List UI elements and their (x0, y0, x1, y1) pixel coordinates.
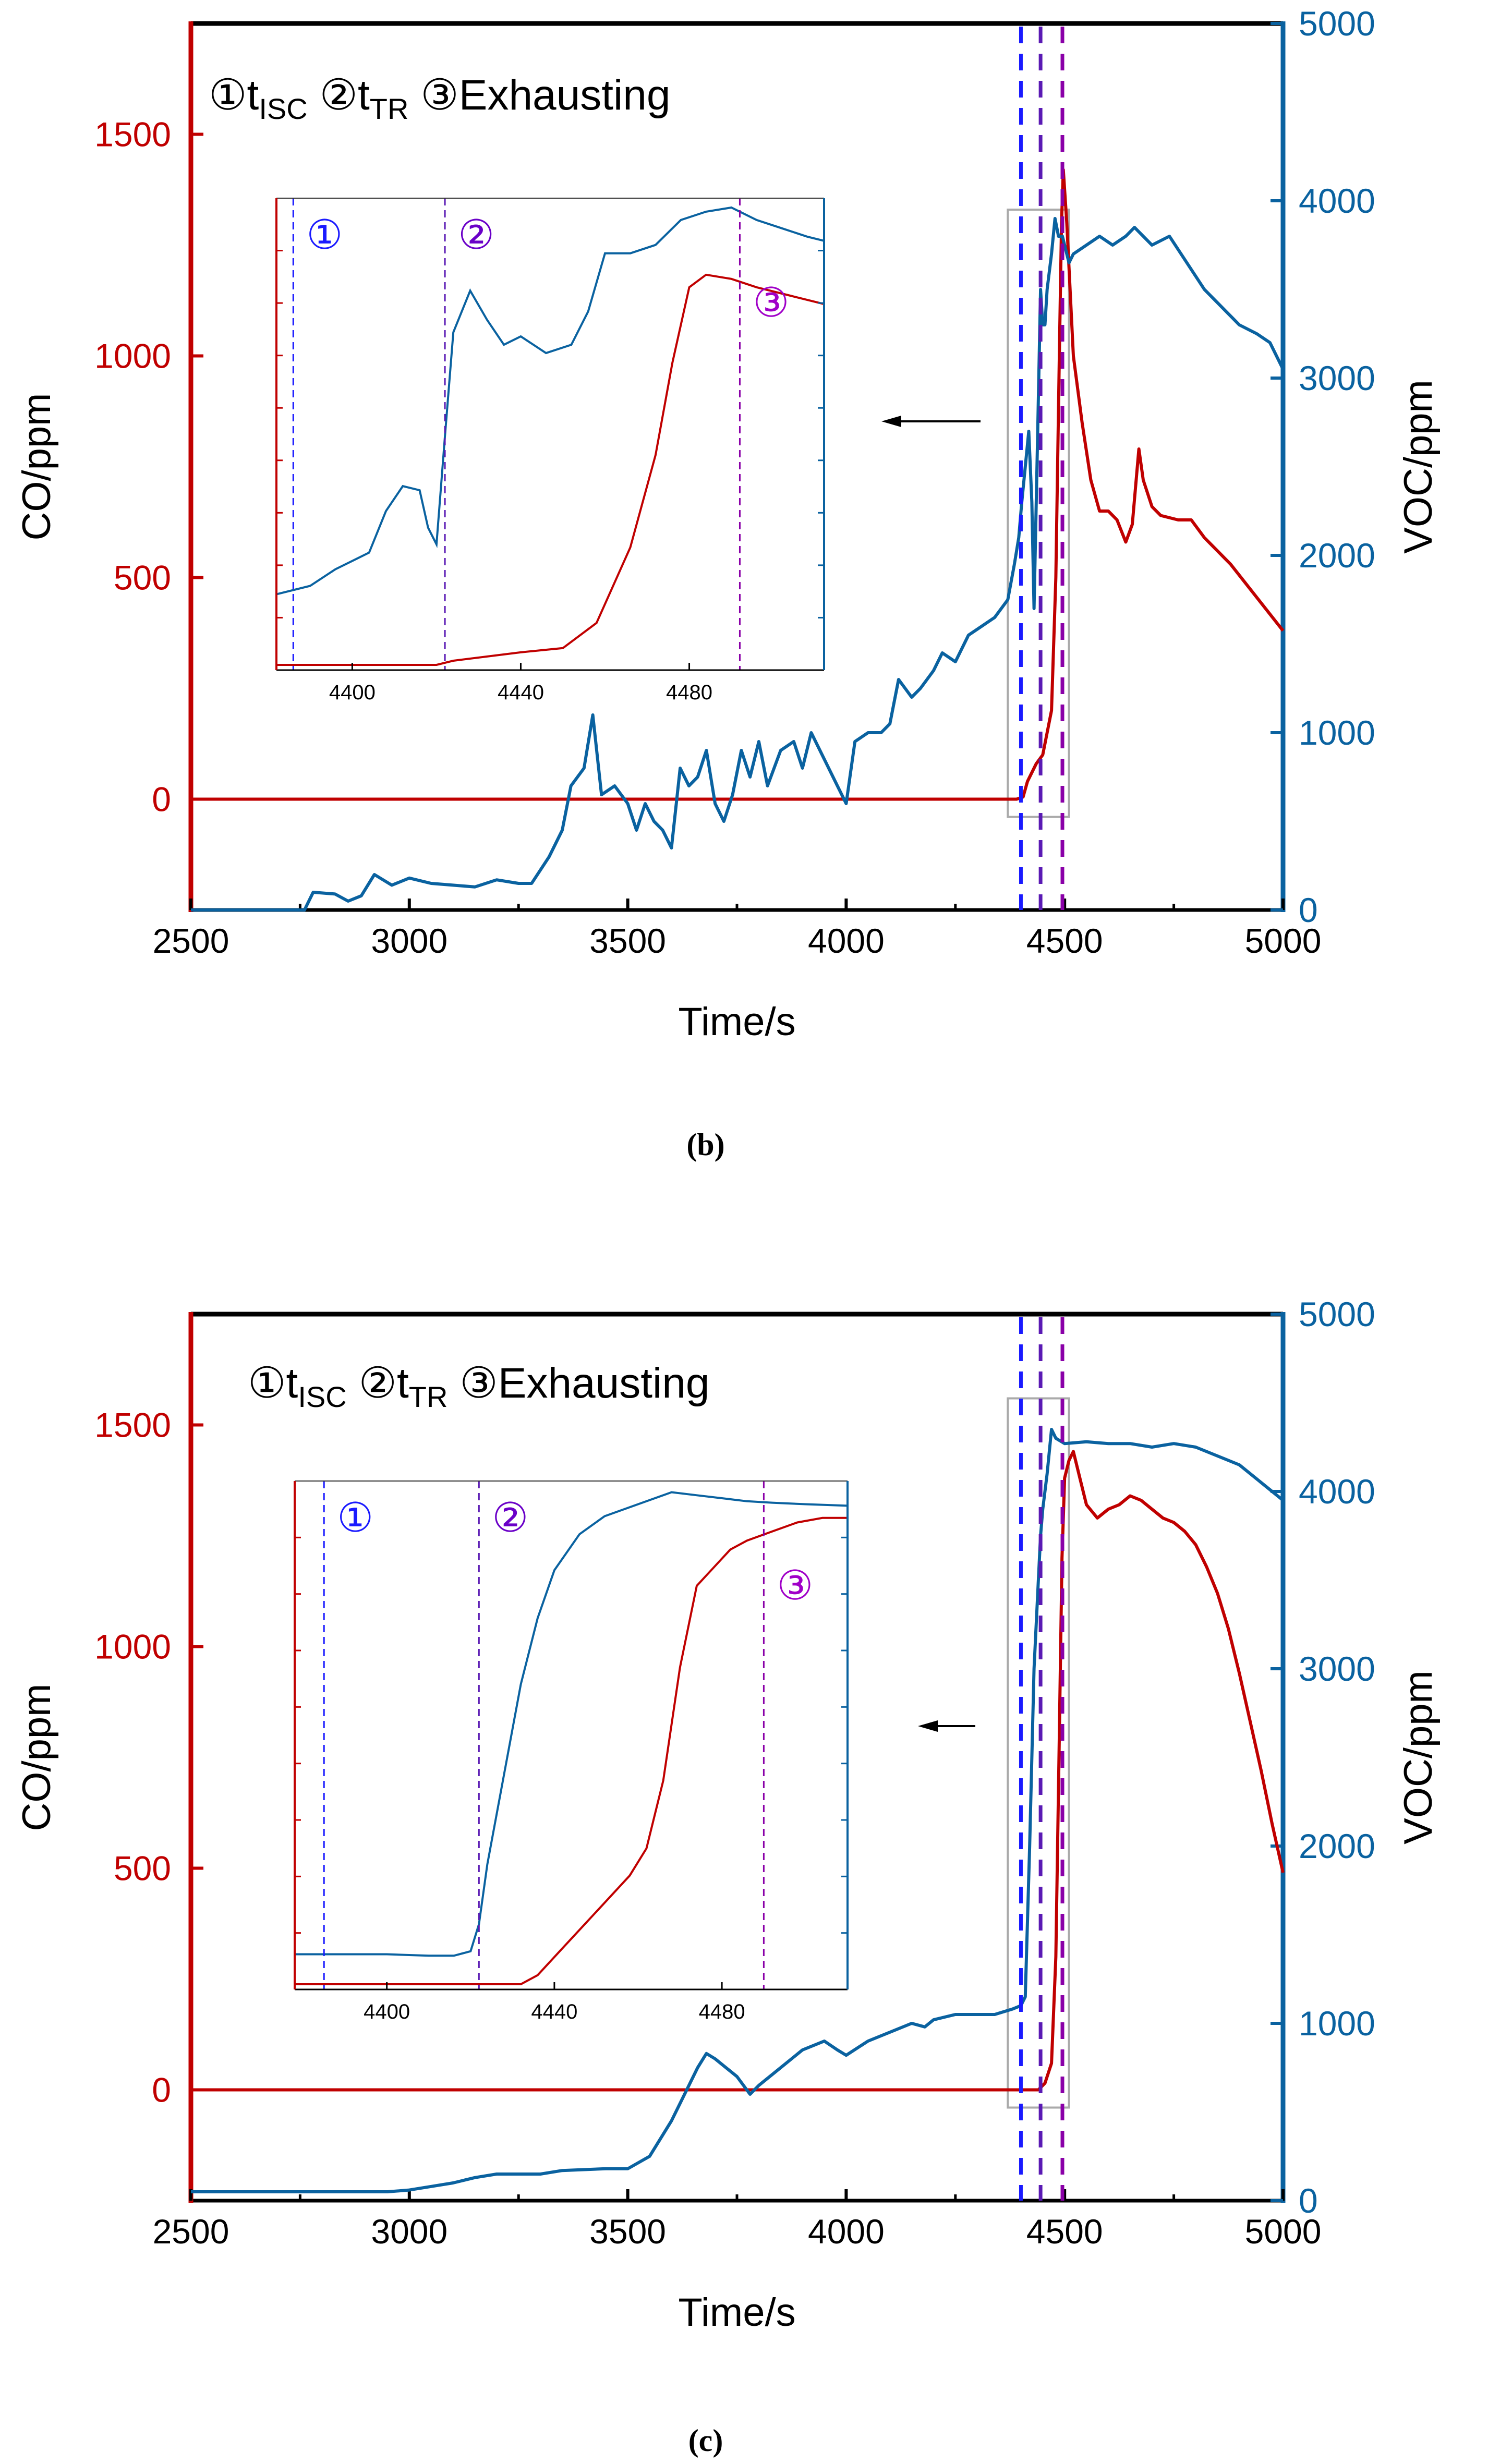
legend-ttr_t: t (397, 1360, 409, 1407)
y-left-tick-label: 0 (152, 2071, 171, 2109)
inset-marker-label-3: ③ (777, 1562, 813, 1608)
chart-panel-b: 2500 3000 3500 4000 4500 50000500100015000100… (15, 4, 1441, 1162)
inset-voc-line (295, 1491, 848, 1957)
legend-m1: ① (248, 1360, 286, 1407)
y-right-tick-label: 3000 (1299, 1649, 1375, 1688)
x-tick-label: 4500 (1026, 2212, 1103, 2251)
legend-tisc_t: t (247, 71, 259, 119)
inset-x-tick-label: 4400 (364, 2000, 410, 2023)
legend-m2: ② (319, 71, 358, 119)
series-co-line (191, 1450, 1285, 2092)
y-right-tick-label: 0 (1299, 2181, 1318, 2220)
legend-tisc_t: t (286, 1360, 298, 1407)
y-left-tick-label: 500 (114, 1849, 171, 1888)
legend: ①tISC ②tTR ③Exhausting (248, 1360, 709, 1413)
chart-panel-c: 2500 3000 3500 4000 4500 50000500100015000100… (15, 1295, 1441, 2458)
y-right-tick-label: 5000 (1299, 4, 1375, 43)
legend-m3: ③ (420, 71, 459, 119)
panel-label: (c) (688, 2423, 723, 2458)
inset-marker-label-2: ② (492, 1495, 528, 1540)
y-right-axis-title: VOC/ppm (1396, 380, 1441, 554)
inset-x-tick-label: 4480 (699, 2000, 745, 2023)
inset-marker-label-1: ① (306, 212, 343, 258)
legend: ①tISC ②tTR ③Exhausting (209, 71, 670, 125)
y-left-tick-label: 1500 (94, 115, 171, 154)
legend-ttr_sub: TR (370, 92, 409, 125)
inset-marker-label-2: ② (458, 212, 494, 258)
series-voc-line (191, 1428, 1284, 2193)
x-tick-label: 3000 (371, 921, 447, 960)
legend-exh: Exhausting (498, 1360, 710, 1407)
y-left-tick-label: 0 (152, 780, 171, 819)
y-right-tick-label: 0 (1299, 891, 1318, 929)
inset-marker-label-3: ③ (753, 280, 789, 325)
x-tick-label: 4500 (1026, 921, 1103, 960)
series-voc-line (191, 217, 1285, 912)
legend-tisc_sub: ISC (259, 92, 307, 125)
x-tick-label: 2500 (153, 2212, 229, 2251)
legend-m3: ③ (459, 1360, 498, 1407)
y-right-tick-label: 3000 (1299, 359, 1375, 397)
x-tick-label: 4000 (808, 2212, 885, 2251)
inset-background (276, 198, 824, 670)
legend-exh: Exhausting (459, 71, 671, 119)
x-tick-label: 5000 (1245, 2212, 1322, 2251)
y-right-tick-label: 4000 (1299, 1472, 1375, 1511)
y-right-tick-label: 2000 (1299, 536, 1375, 575)
y-right-tick-label: 5000 (1299, 1295, 1375, 1333)
inset-series (295, 1491, 848, 1985)
y-left-tick-label: 1000 (94, 337, 171, 375)
y-left-axis-title: CO/ppm (15, 1684, 59, 1831)
legend-m2: ② (358, 1360, 397, 1407)
panel-label: (b) (686, 1127, 724, 1162)
x-tick-label: 3000 (371, 2212, 447, 2251)
y-right-tick-label: 1000 (1299, 2004, 1375, 2043)
inset-series (276, 206, 824, 666)
y-right-tick-label: 4000 (1299, 181, 1375, 220)
inset-voc-line (276, 206, 824, 596)
inset-x-tick-label: 4480 (666, 681, 712, 704)
x-tick-label: 3500 (589, 2212, 666, 2251)
x-axis-title: Time/s (678, 1000, 795, 1044)
y-left-tick-label: 500 (114, 559, 171, 597)
legend-ttr_t: t (358, 71, 370, 119)
arrow-head (918, 1720, 938, 1732)
inset-plot: ① ② ③ 4400 4440 4480 (275, 198, 825, 704)
y-right-tick-label: 2000 (1299, 1827, 1375, 1865)
y-left-tick-label: 1000 (94, 1628, 171, 1666)
series-co-line (191, 168, 1285, 801)
y-left-tick-label: 1500 (94, 1406, 171, 1445)
zoom-box (1007, 1397, 1070, 2109)
arrow-head (881, 416, 901, 427)
x-axis-title: Time/s (678, 2290, 795, 2335)
inset-plot: ① ② ③ 4400 4440 4480 (294, 1480, 849, 2023)
inset-x-tick-label: 4440 (531, 2000, 577, 2023)
legend-m1: ① (209, 71, 247, 119)
legend-tisc_sub: ISC (298, 1380, 346, 1413)
y-left-axis-title: CO/ppm (15, 393, 59, 541)
x-tick-label: 3500 (589, 921, 666, 960)
y-right-axis-title: VOC/ppm (1396, 1670, 1441, 1844)
y-right-tick-label: 1000 (1299, 713, 1375, 752)
inset-marker-label-1: ① (337, 1495, 373, 1540)
inset-x-tick-label: 4440 (498, 681, 544, 704)
zoom-box (1007, 209, 1070, 818)
inset-co-line (276, 273, 824, 666)
legend-ttr_sub: TR (409, 1380, 448, 1413)
x-tick-label: 4000 (808, 921, 885, 960)
x-tick-label: 5000 (1245, 921, 1322, 960)
inset-co-line (295, 1516, 848, 1985)
inset-background (295, 1481, 848, 1989)
inset-x-tick-label: 4400 (329, 681, 376, 704)
x-tick-label: 2500 (153, 921, 229, 960)
